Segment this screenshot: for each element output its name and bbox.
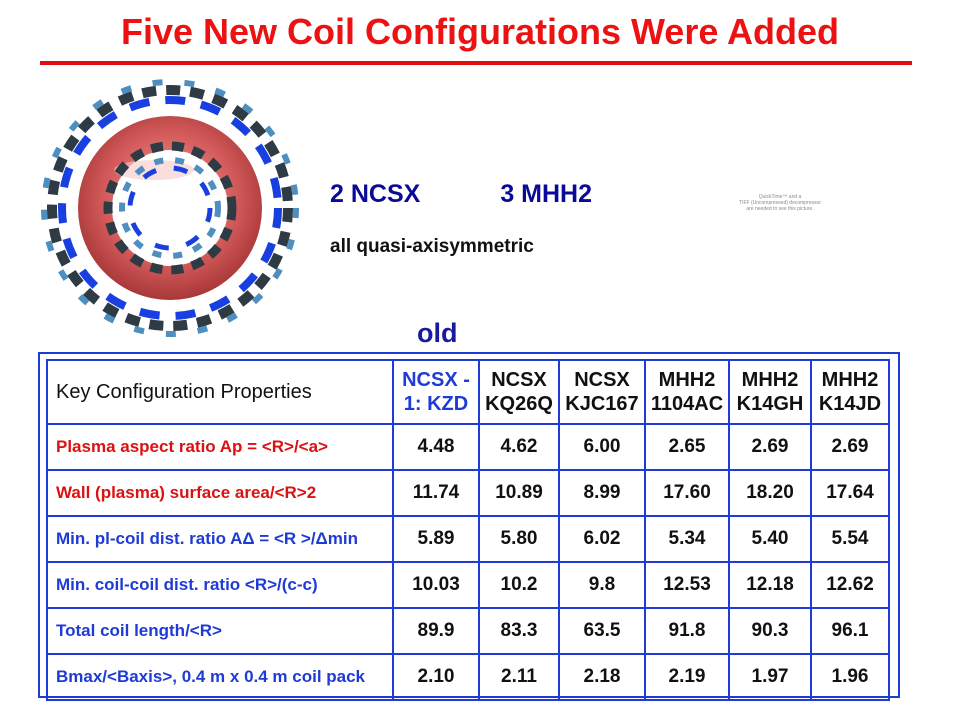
table-cell: 91.8 [644, 607, 730, 655]
table-cell: 18.20 [728, 469, 812, 517]
table-cell: 1.96 [810, 653, 890, 701]
table-cell: 8.99 [558, 469, 646, 517]
table-cell: 96.1 [810, 607, 890, 655]
table-cell: 10.89 [478, 469, 560, 517]
placeholder-line-2: TIFF (Uncompressed) decompressor [739, 200, 821, 206]
table-row: Bmax/<Baxis>, 0.4 m x 0.4 m coil pack 2.… [46, 653, 890, 701]
page-title: Five New Coil Configurations Were Added [120, 11, 840, 52]
table-row: Wall (plasma) surface area/<R>2 11.74 10… [46, 469, 890, 517]
coil-set [41, 79, 299, 337]
row-label-surface-area: Wall (plasma) surface area/<R>2 [46, 469, 394, 517]
table-row: Plasma aspect ratio Ap = <R>/<a> 4.48 4.… [46, 423, 890, 471]
table-cell: 83.3 [478, 607, 560, 655]
table-cell: 5.89 [392, 515, 480, 563]
table-cell: 6.00 [558, 423, 646, 471]
table-cell: 89.9 [392, 607, 480, 655]
table-header-key: Key Configuration Properties [46, 359, 394, 425]
table-cell: 9.8 [558, 561, 646, 609]
old-configuration-label: old [417, 318, 458, 348]
table-cell: 12.53 [644, 561, 730, 609]
row-label-plasma-coil-distance: Min. pl-coil dist. ratio AΔ = <R >/Δmin [46, 515, 394, 563]
inner-coils [103, 141, 237, 275]
quasi-axisymmetric-note: all quasi-axisymmetric [330, 236, 534, 257]
table-cell: 63.5 [558, 607, 646, 655]
table-cell: 12.18 [728, 561, 812, 609]
table-cell: 11.74 [392, 469, 480, 517]
table-cell: 17.64 [810, 469, 890, 517]
table-cell: 2.18 [558, 653, 646, 701]
table-cell: 4.48 [392, 423, 480, 471]
column-header-ncsx-kq26q: NCSX KQ26Q [478, 359, 560, 425]
column-header-ncsx-kzd: NCSX -1: KZD [392, 359, 480, 425]
table-cell: 10.03 [392, 561, 480, 609]
table-cell: 10.2 [478, 561, 560, 609]
column-header-mhh2-k14jd: MHH2 K14JD [810, 359, 890, 425]
mhh2-count-label: 3 MHH2 [500, 180, 592, 208]
row-label-bmax-ratio: Bmax/<Baxis>, 0.4 m x 0.4 m coil pack [46, 653, 394, 701]
table-cell: 5.40 [728, 515, 812, 563]
missing-picture-placeholder: QuickTime™ and a TIFF (Uncompressed) dec… [730, 194, 830, 212]
table-cell: 1.97 [728, 653, 812, 701]
column-header-mhh2-k14gh: MHH2 K14GH [728, 359, 812, 425]
table-row: Total coil length/<R> 89.9 83.3 63.5 91.… [46, 607, 890, 655]
table-cell: 17.60 [644, 469, 730, 517]
row-label-coil-coil-distance: Min. coil-coil dist. ratio <R>/(c-c) [46, 561, 394, 609]
table-cell: 2.10 [392, 653, 480, 701]
title-divider [40, 61, 912, 65]
ncsx-count-label: 2 NCSX [330, 180, 421, 208]
row-label-total-coil-length: Total coil length/<R> [46, 607, 394, 655]
column-header-ncsx-kjc167: NCSX KJC167 [558, 359, 646, 425]
table-cell: 2.65 [644, 423, 730, 471]
table-cell: 12.62 [810, 561, 890, 609]
table-cell: 90.3 [728, 607, 812, 655]
column-header-mhh2-1104ac: MHH2 1104AC [644, 359, 730, 425]
table-cell: 5.80 [478, 515, 560, 563]
placeholder-line-3: are needed to see this picture. [746, 206, 814, 212]
table-cell: 4.62 [478, 423, 560, 471]
table-header-row: Key Configuration Properties NCSX -1: KZ… [46, 359, 890, 425]
row-label-aspect-ratio: Plasma aspect ratio Ap = <R>/<a> [46, 423, 394, 471]
table-cell: 2.19 [644, 653, 730, 701]
placeholder-line-1: QuickTime™ and a [758, 194, 802, 200]
table-cell: 6.02 [558, 515, 646, 563]
table-row: Min. pl-coil dist. ratio AΔ = <R >/Δmin … [46, 515, 890, 563]
table-cell: 2.69 [728, 423, 812, 471]
table-row: Min. coil-coil dist. ratio <R>/(c-c) 10.… [46, 561, 890, 609]
table-cell: 5.54 [810, 515, 890, 563]
configuration-summary: 2 NCSX 3 MHH2 all quasi-axisymmetric [330, 178, 592, 260]
configuration-properties-table: Key Configuration Properties NCSX -1: KZ… [46, 359, 890, 701]
table-cell: 2.69 [810, 423, 890, 471]
table-cell: 5.34 [644, 515, 730, 563]
table-cell: 2.11 [478, 653, 560, 701]
stellarator-coil-illustration [41, 79, 299, 337]
